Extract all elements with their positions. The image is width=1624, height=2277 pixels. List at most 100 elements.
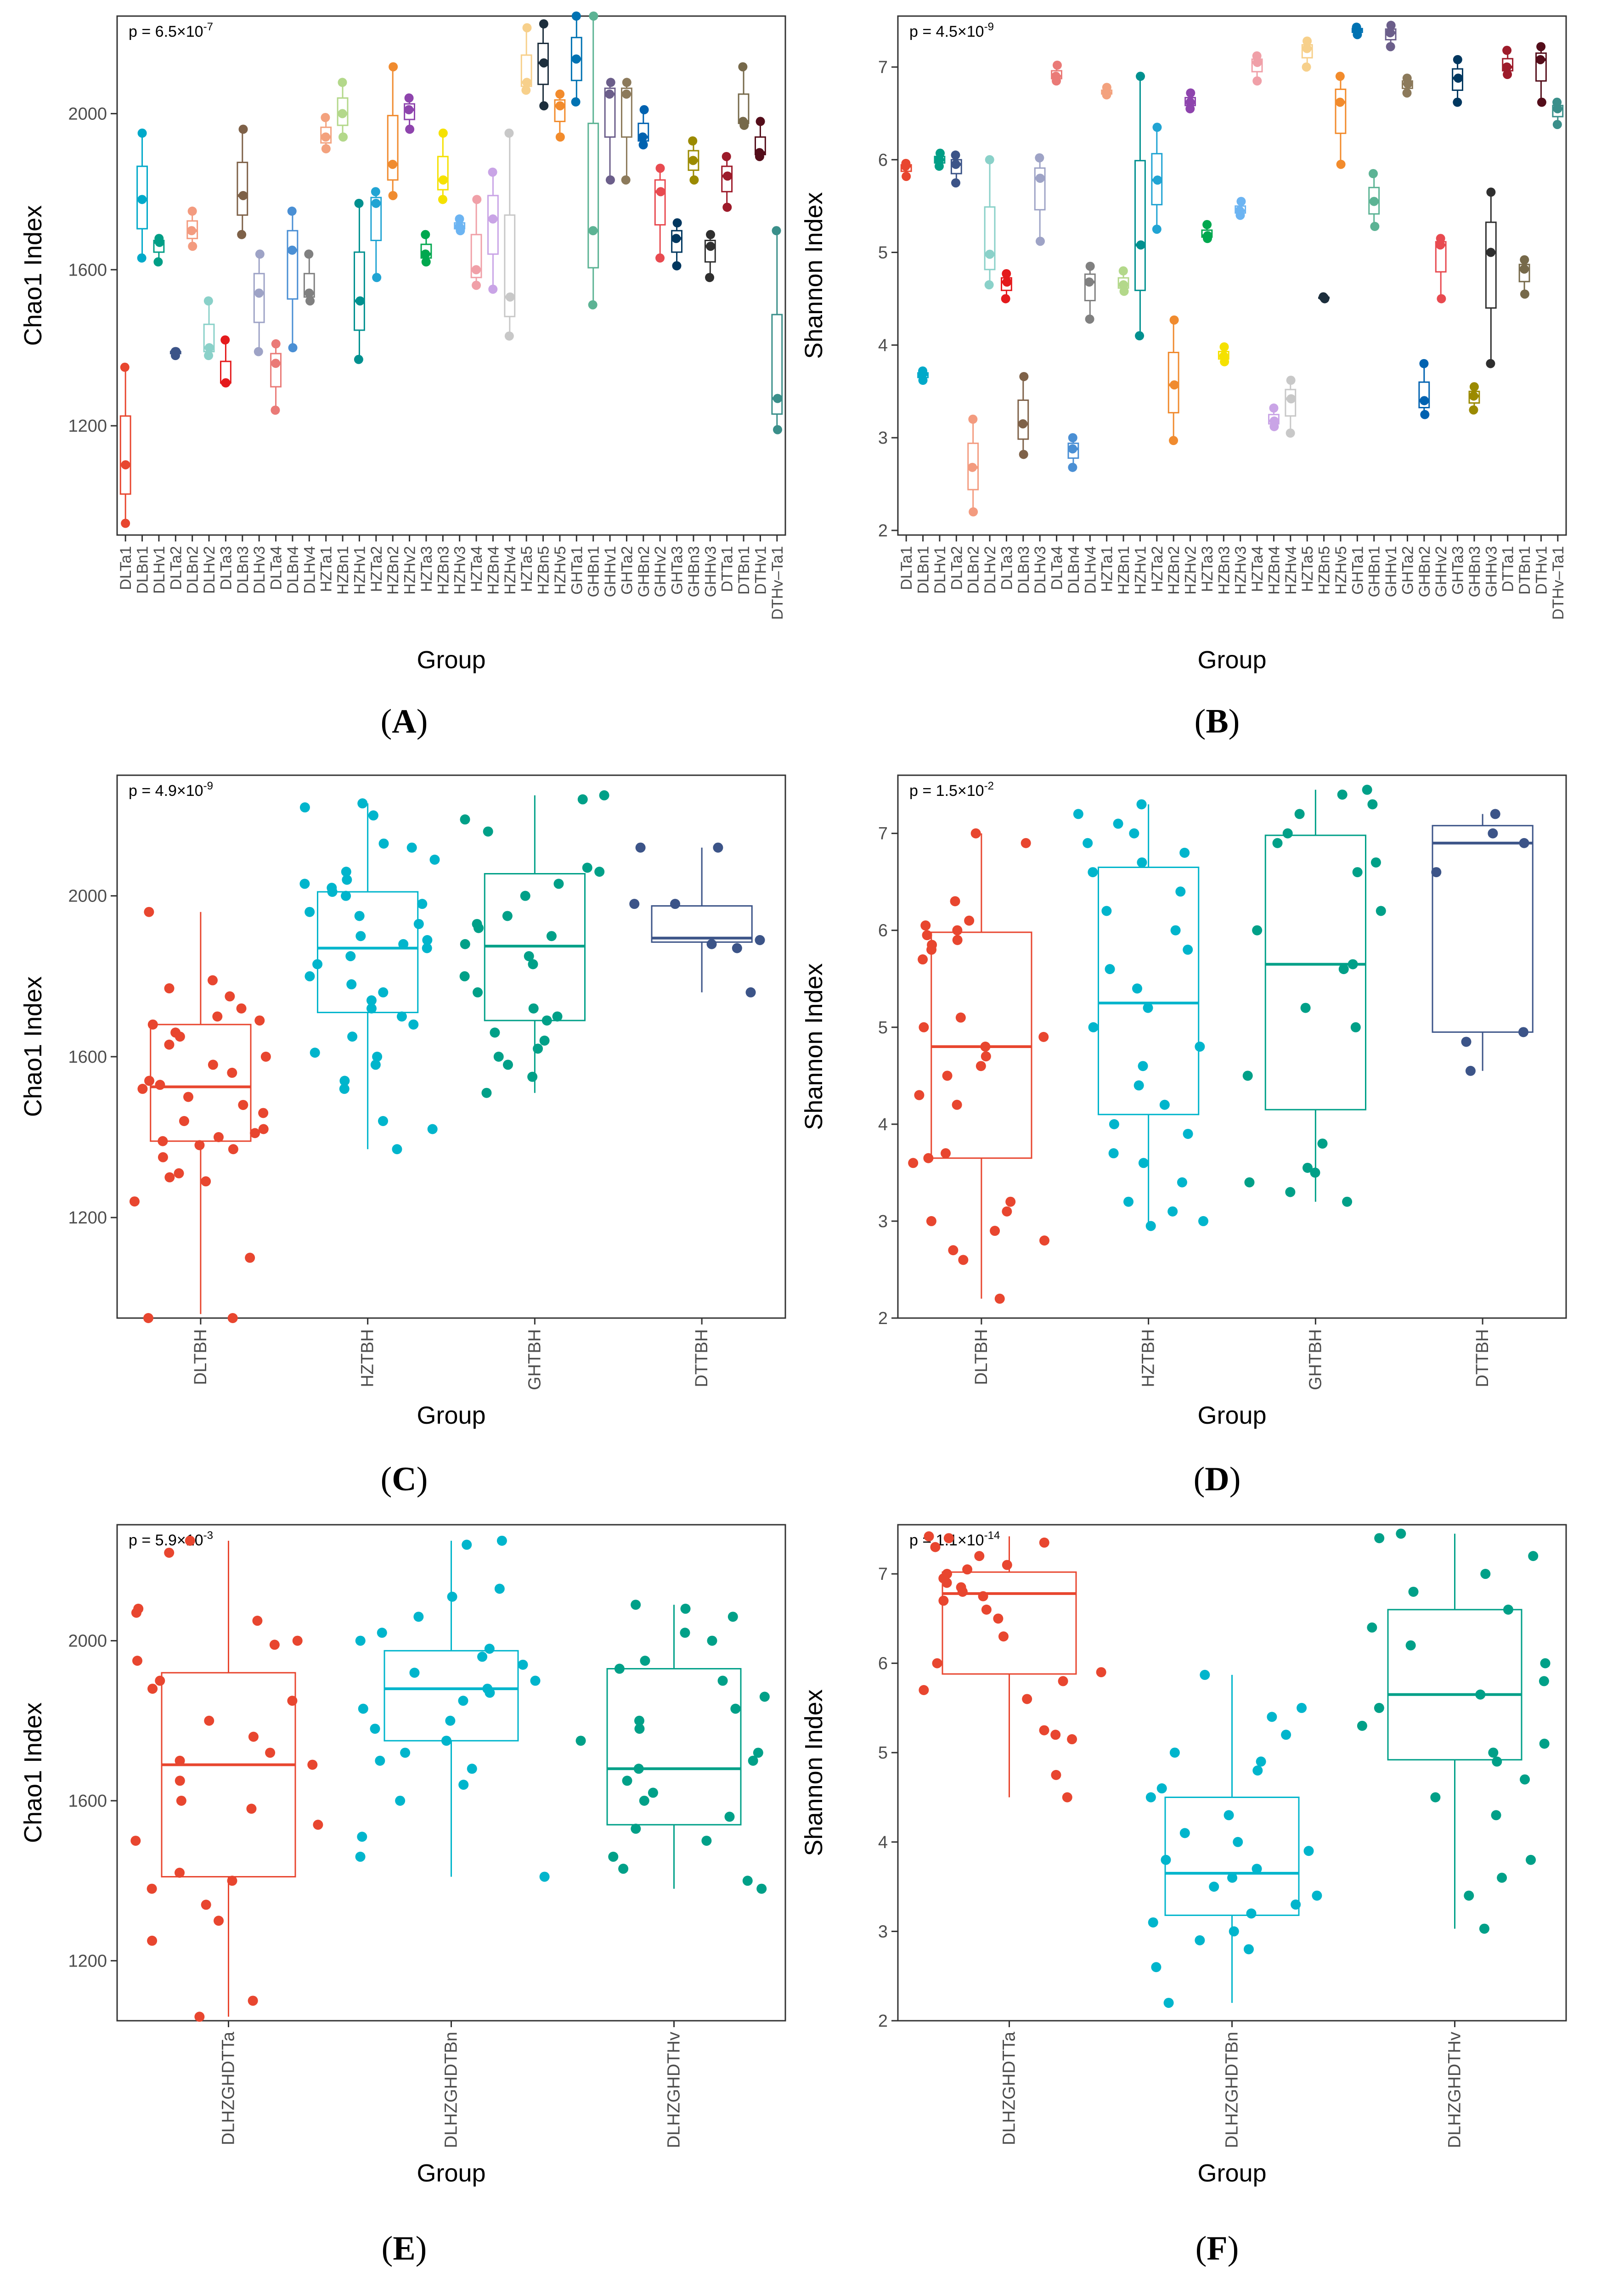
data-point (1436, 234, 1445, 243)
data-point (1252, 76, 1262, 86)
data-point (203, 296, 213, 306)
panel-label-paren-open: ( (382, 2230, 393, 2267)
data-point (968, 462, 977, 472)
data-point (1490, 809, 1500, 819)
data-point (187, 226, 197, 236)
x-axis-title: Group (417, 646, 485, 674)
data-point (522, 23, 532, 33)
data-point (143, 1313, 153, 1323)
x-tick-label: HZHv3 (451, 546, 469, 595)
data-point (153, 257, 163, 267)
data-point (473, 987, 483, 998)
x-tick-label: HZTa2 (368, 546, 385, 592)
data-point (555, 132, 565, 142)
data-point (755, 935, 765, 945)
x-tick-label: GHHv2 (652, 546, 669, 597)
data-point (132, 1656, 142, 1666)
y-tick-label: 2 (878, 1309, 888, 1328)
data-point (201, 1899, 211, 1910)
x-tick-label: GHBn3 (685, 546, 703, 597)
data-point (1256, 1756, 1266, 1767)
data-point (238, 1099, 248, 1110)
data-point (706, 939, 717, 949)
data-point (1119, 280, 1128, 290)
data-point (313, 1820, 323, 1830)
x-axis-title: Group (1197, 646, 1266, 674)
data-point (1068, 444, 1077, 454)
data-point (250, 1128, 260, 1138)
data-point (220, 335, 230, 345)
box-body (383, 1650, 519, 1742)
y-tick-label: 2000 (68, 1632, 107, 1651)
data-point (208, 1060, 218, 1070)
data-point (528, 959, 538, 969)
p-value-exponent: -14 (984, 1529, 1000, 1542)
data-point (1370, 222, 1380, 231)
data-point (1385, 28, 1395, 38)
x-tick-label: HZHv5 (1332, 546, 1350, 595)
data-point (120, 362, 130, 372)
data-point (246, 1804, 257, 1814)
data-point (488, 214, 498, 224)
x-tick-label: DLHZGHDTHv (1445, 2032, 1465, 2148)
data-point (589, 11, 598, 21)
data-point (438, 128, 448, 138)
x-tick-label: DLBn4 (284, 546, 302, 594)
data-point (494, 1584, 505, 1594)
data-point (254, 347, 263, 356)
x-tick-label: DLBn1 (915, 546, 932, 594)
data-point (438, 195, 447, 204)
data-point (1367, 799, 1378, 810)
data-point (1502, 45, 1512, 55)
data-point (756, 1883, 767, 1894)
x-tick-label: HZHv4 (502, 546, 519, 595)
data-point (422, 935, 433, 945)
data-point (1169, 380, 1179, 390)
panel-label-paren-open: ( (381, 1460, 392, 1498)
data-point (378, 838, 389, 849)
y-tick-label: 4 (878, 1833, 888, 1852)
data-point (245, 1252, 255, 1263)
data-point (634, 1724, 645, 1734)
panel-label-letter: A (392, 703, 416, 740)
data-point (460, 814, 470, 825)
data-point (372, 1051, 383, 1062)
panel-label-letter: F (1207, 2230, 1227, 2267)
x-tick-label: HZTa4 (468, 546, 485, 592)
data-point (639, 105, 649, 114)
data-point (338, 132, 348, 142)
data-point (571, 54, 581, 64)
data-point (571, 11, 581, 21)
panel-label-paren-close: ) (1229, 1460, 1241, 1498)
data-point (1367, 1622, 1377, 1633)
data-point (520, 891, 530, 901)
data-point (158, 1152, 168, 1162)
data-point (738, 62, 748, 72)
x-tick-label: DTTa1 (719, 546, 736, 592)
data-point (1039, 1725, 1049, 1736)
y-tick-label: 3 (878, 1212, 888, 1231)
data-point (902, 172, 911, 181)
data-point (1243, 1944, 1254, 1955)
data-point (484, 1644, 495, 1654)
data-point (1152, 123, 1162, 132)
data-point (924, 1531, 934, 1542)
data-point (212, 1011, 223, 1022)
data-point (460, 939, 470, 949)
data-point (1161, 1854, 1171, 1865)
data-point (378, 1116, 388, 1126)
data-point (471, 265, 481, 275)
data-point (951, 150, 960, 160)
data-point (225, 991, 235, 1002)
data-point (227, 1313, 238, 1323)
data-point (639, 1795, 649, 1806)
data-point (458, 1696, 468, 1706)
data-point (942, 1569, 953, 1579)
data-point (773, 425, 783, 434)
x-tick-label: HZTBH (358, 1329, 378, 1387)
data-point (648, 1787, 658, 1798)
data-point (553, 879, 564, 889)
data-point (984, 280, 994, 290)
x-tick-label: HZTa4 (1249, 546, 1266, 592)
x-tick-label: DLHv1 (931, 546, 949, 594)
